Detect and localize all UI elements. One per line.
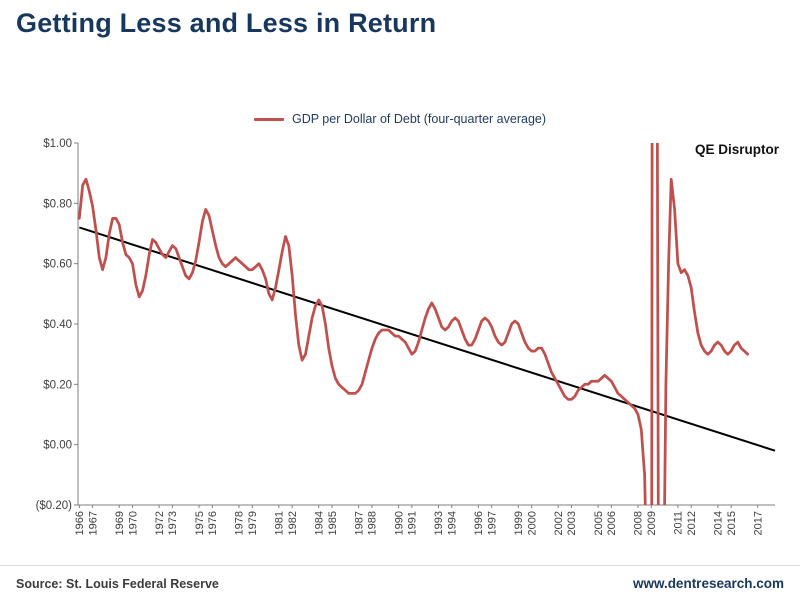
gdp-per-debt-line	[78, 143, 750, 505]
y-tick-label: ($0.20)	[36, 500, 73, 512]
x-tick-label: 1999	[513, 511, 525, 535]
x-tick-label: 1966	[74, 511, 86, 535]
y-tick-label: $0.80	[43, 198, 72, 210]
x-tick-label: 2011	[673, 511, 685, 535]
x-tick-label: 1984	[313, 511, 325, 535]
x-tick-label: 2017	[752, 511, 764, 535]
x-tick-label: 2006	[606, 511, 618, 535]
x-tick-label: 1988	[367, 511, 379, 535]
x-tick-label: 2003	[566, 511, 578, 535]
y-tick-label: $0.60	[43, 259, 72, 271]
x-tick-label: 2000	[526, 511, 538, 535]
legend-line-swatch	[253, 117, 284, 121]
legend: GDP per Dollar of Debt (four-quarter ave…	[0, 110, 800, 128]
x-tick-label: 1991	[407, 511, 419, 535]
y-tick-label: $0.20	[43, 379, 72, 391]
trend-line	[79, 226, 776, 452]
x-tick-label: 2008	[633, 511, 645, 535]
x-tick-label: 1981	[274, 511, 286, 535]
x-tick-label: 1987	[353, 511, 365, 535]
x-tick-label: 2002	[553, 511, 565, 535]
x-tick-label: 2005	[593, 511, 605, 535]
y-tick-label: $0.40	[43, 319, 72, 331]
y-tick-label: $0.00	[43, 440, 72, 452]
x-tick-label: 2015	[726, 511, 738, 535]
x-tick-label: 2012	[686, 511, 698, 535]
x-tick-label: 1978	[234, 511, 246, 535]
x-tick-label: 1969	[114, 511, 126, 535]
x-tick-label: 1967	[87, 511, 99, 535]
x-tick-label: 1994	[447, 511, 459, 535]
axis-lines	[77, 143, 775, 506]
y-tick-label: $1.00	[43, 138, 72, 150]
website-text: www.dentresearch.com	[632, 576, 784, 591]
page-title: Getting Less and Less in Return	[16, 8, 437, 38]
chart-canvas: $1.00$0.80$0.60$0.40$0.20$0.00($0.20)196…	[36, 138, 776, 535]
x-tick-label: 1972	[154, 511, 166, 535]
x-tick-label: 1993	[433, 511, 445, 535]
source-text: Source: St. Louis Federal Reserve	[16, 576, 219, 591]
x-tick-label: 1996	[473, 511, 485, 535]
x-tick-label: 1975	[194, 511, 206, 535]
x-tick-label: 1970	[127, 511, 139, 535]
x-tick-label: 2009	[646, 511, 658, 535]
x-tick-label: 1997	[486, 511, 498, 535]
footer: Source: St. Louis Federal Reserve www.de…	[0, 565, 800, 601]
x-tick-label: 1979	[247, 511, 259, 535]
x-tick-label: 2014	[713, 511, 725, 535]
x-tick-label: 1976	[207, 511, 219, 535]
x-tick-label: 1990	[393, 511, 405, 535]
x-tick-label: 1982	[287, 511, 299, 535]
x-tick-label: 1985	[327, 511, 339, 535]
x-tick-label: 1973	[167, 511, 179, 535]
legend-label: GDP per Dollar of Debt (four-quarter ave…	[291, 112, 547, 126]
